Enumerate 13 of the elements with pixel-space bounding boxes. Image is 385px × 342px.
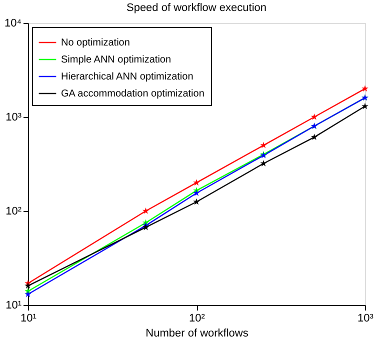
legend-label: No optimization bbox=[61, 38, 130, 48]
legend-label: Hierarchical ANN optimization bbox=[61, 72, 194, 82]
x-tick-label: 10³ bbox=[358, 312, 374, 324]
y-tick-label: 10³ bbox=[6, 112, 22, 124]
chart-title: Speed of workflow execution bbox=[126, 2, 267, 14]
y-tick-label: 10⁴ bbox=[4, 18, 22, 30]
x-tick-label: 10¹ bbox=[20, 312, 37, 324]
y-tick-label: 10² bbox=[6, 206, 22, 218]
legend-label: GA accommodation optimization bbox=[61, 88, 204, 100]
legend-label: Simple ANN optimization bbox=[61, 54, 172, 66]
x-tick-label: 10² bbox=[189, 312, 206, 324]
y-tick-label: 10¹ bbox=[6, 300, 22, 312]
x-axis-title: Number of workflows bbox=[146, 328, 249, 340]
